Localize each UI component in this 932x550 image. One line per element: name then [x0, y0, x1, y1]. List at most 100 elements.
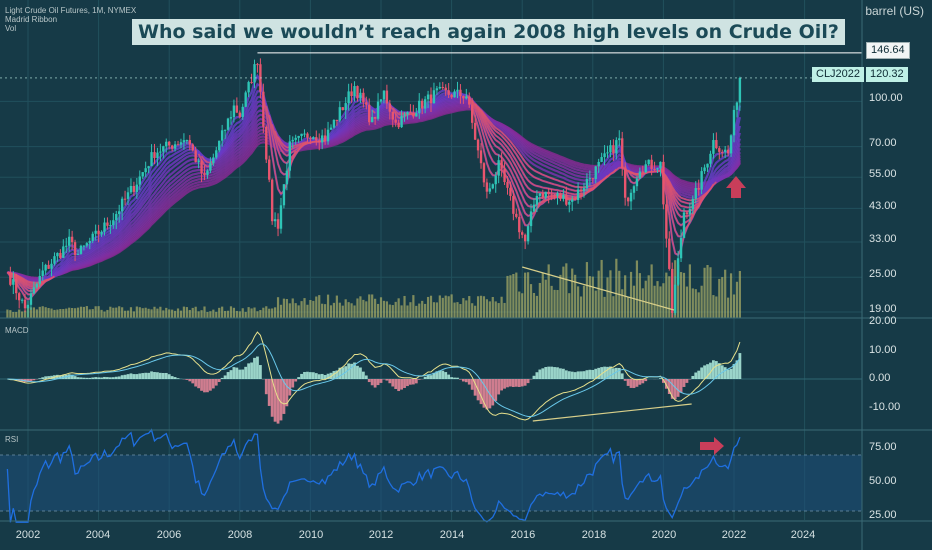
candle-body: [200, 160, 203, 174]
candle-body: [691, 198, 695, 210]
volume-bar: [491, 296, 494, 318]
time-axis-label: 2006: [156, 529, 182, 541]
ribbon-bear-segment: [51, 275, 55, 279]
macd-histogram-bar: [500, 379, 504, 391]
macd-histogram-bar: [135, 374, 139, 379]
macd-histogram-bar: [585, 370, 589, 379]
candle-body: [47, 264, 50, 269]
ribbon-bear-segment: [589, 184, 593, 187]
macd-histogram-bar: [50, 375, 53, 379]
ribbon-bear-segment: [283, 144, 288, 149]
ribbon-bear-segment: [542, 199, 547, 203]
price-tick-label: 70.00: [869, 137, 897, 149]
volume-bar: [550, 285, 553, 318]
macd-histogram-bar: [388, 379, 392, 384]
ribbon-bear-segment: [539, 172, 544, 176]
ribbon-bear-segment: [492, 141, 497, 147]
volume-bar: [627, 297, 630, 318]
volume-bar: [465, 300, 468, 318]
candle-body: [432, 90, 436, 104]
ribbon-bear-segment: [674, 202, 679, 209]
ribbon-bear-segment: [18, 283, 23, 288]
volume-bar: [200, 310, 203, 318]
volume-bar: [479, 295, 483, 318]
macd-histogram-bar: [409, 379, 412, 385]
candle-body: [297, 135, 300, 138]
macd-histogram-bar: [264, 379, 268, 395]
candle-body: [629, 192, 633, 202]
ribbon-bear-segment: [606, 173, 611, 178]
macd-histogram-bar: [197, 379, 201, 389]
volume-bar: [494, 301, 497, 318]
volume-bar: [632, 285, 636, 318]
candle-body: [203, 173, 206, 176]
macd-histogram-bar: [58, 375, 62, 379]
candle-body: [503, 168, 506, 183]
macd-histogram-bar: [100, 377, 103, 379]
volume-bar: [279, 304, 283, 318]
candle-body: [397, 122, 400, 128]
ribbon-bear-segment: [506, 151, 512, 157]
macd-histogram-bar: [247, 363, 251, 379]
ribbon-bear-segment: [515, 200, 521, 211]
candle-body: [320, 135, 324, 143]
ribbon-bear-segment: [557, 179, 561, 183]
volume-bar: [579, 296, 583, 318]
symbol-tag[interactable]: CLJ2022: [812, 67, 865, 82]
ribbon-bear-segment: [509, 169, 515, 177]
volume-bar: [382, 300, 386, 318]
volume-bar: [312, 300, 315, 318]
volume-bar: [388, 304, 391, 318]
candle-body: [529, 211, 533, 227]
macd-histogram-bar: [600, 367, 604, 379]
candle-body: [138, 176, 141, 185]
volume-bar: [168, 309, 171, 318]
ribbon-bear-segment: [518, 198, 523, 207]
macd-histogram-bar: [432, 372, 436, 379]
volume-bar: [53, 309, 56, 318]
macd-histogram-bar: [250, 362, 253, 379]
macd-histogram-bar: [373, 379, 377, 388]
candle-body: [173, 144, 177, 149]
candle-body: [685, 212, 689, 215]
ribbon-bear-segment: [642, 172, 646, 175]
volume-bar: [271, 308, 274, 318]
ribbon-bear-segment: [480, 109, 485, 115]
volume-bar: [376, 303, 380, 318]
candle-body: [518, 216, 521, 233]
volume-bar: [326, 294, 330, 318]
ribbon-bear-segment: [695, 204, 700, 208]
ribbon-bear-segment: [506, 137, 512, 142]
volume-bar: [118, 306, 121, 318]
macd-histogram-bar: [47, 376, 50, 379]
ribbon-bear-segment: [27, 280, 32, 283]
price-tick-label: 100.00: [869, 92, 903, 104]
volume-bar: [459, 304, 462, 318]
candle-body: [429, 94, 433, 104]
ribbon-bear-segment: [601, 177, 606, 182]
ribbon-bear-segment: [692, 210, 697, 217]
volume-bar: [682, 272, 686, 318]
ribbon-bear-segment: [551, 182, 555, 186]
candle-body: [73, 242, 77, 255]
ribbon-bear-segment: [501, 139, 506, 145]
candle-body: [694, 188, 697, 199]
volume-bar: [403, 295, 406, 318]
macd-histogram-bar: [626, 379, 630, 386]
macd-histogram-bar: [411, 379, 415, 385]
macd-histogram-bar: [482, 379, 486, 408]
ribbon-bear-segment: [545, 180, 549, 184]
time-axis-label: 2024: [790, 529, 816, 541]
macd-histogram-bar: [617, 368, 621, 379]
candle-body: [456, 89, 459, 92]
ribbon-bear-segment: [489, 136, 494, 143]
volume-bar: [497, 303, 500, 318]
price-axis-unit[interactable]: barrel (US): [865, 4, 924, 18]
macd-histogram-bar: [450, 377, 453, 379]
ribbon-bear-segment: [498, 137, 503, 141]
macd-histogram-bar: [217, 379, 221, 383]
ribbon-bear-segment: [518, 158, 523, 165]
macd-histogram-bar: [359, 367, 362, 379]
ribbon-bear-segment: [530, 167, 535, 171]
